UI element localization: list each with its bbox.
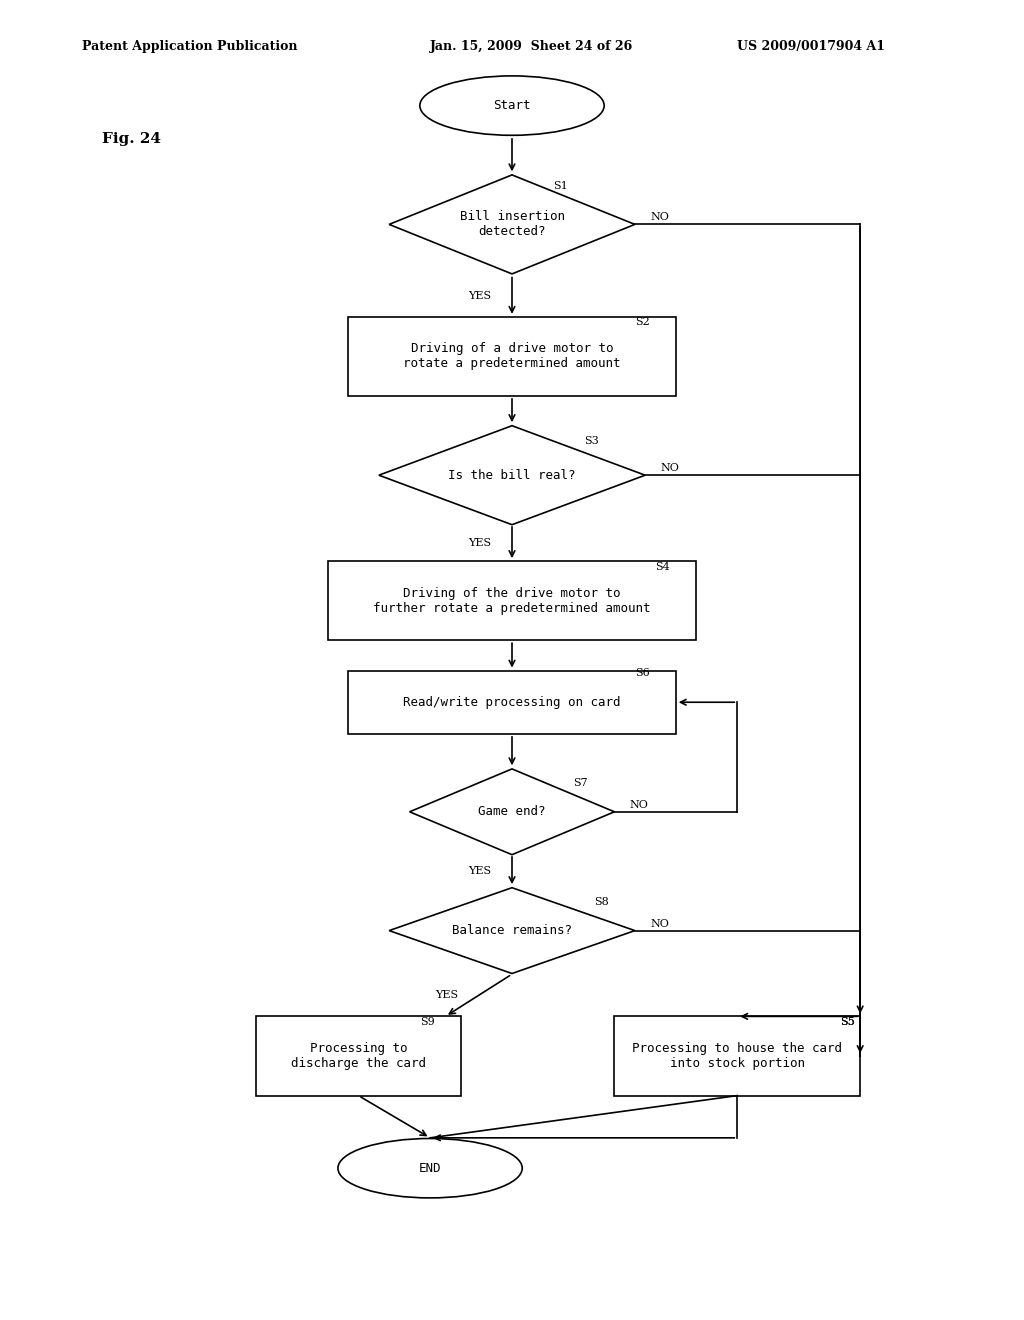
Text: Patent Application Publication: Patent Application Publication [82, 40, 297, 53]
Text: Game end?: Game end? [478, 805, 546, 818]
Text: NO: NO [660, 463, 679, 474]
Text: S1: S1 [553, 181, 567, 191]
Text: Driving of a drive motor to
rotate a predetermined amount: Driving of a drive motor to rotate a pre… [403, 342, 621, 371]
Text: Processing to
discharge the card: Processing to discharge the card [291, 1041, 426, 1071]
Text: Balance remains?: Balance remains? [452, 924, 572, 937]
Text: S8: S8 [594, 896, 608, 907]
Text: NO: NO [630, 800, 648, 810]
Text: YES: YES [435, 990, 459, 1001]
Text: Start: Start [494, 99, 530, 112]
Text: NO: NO [650, 213, 669, 223]
Text: S9: S9 [420, 1016, 434, 1027]
Text: Fig. 24: Fig. 24 [102, 132, 162, 145]
Text: S7: S7 [573, 777, 588, 788]
Text: YES: YES [468, 537, 492, 548]
Text: S6: S6 [635, 668, 649, 678]
Text: Processing to house the card
into stock portion: Processing to house the card into stock … [632, 1041, 843, 1071]
Text: Bill insertion
detected?: Bill insertion detected? [460, 210, 564, 239]
Text: Driving of the drive motor to
further rotate a predetermined amount: Driving of the drive motor to further ro… [374, 586, 650, 615]
Text: S5: S5 [840, 1016, 854, 1027]
Text: Jan. 15, 2009  Sheet 24 of 26: Jan. 15, 2009 Sheet 24 of 26 [430, 40, 633, 53]
Text: Read/write processing on card: Read/write processing on card [403, 696, 621, 709]
Text: S4: S4 [655, 561, 670, 572]
Text: S3: S3 [584, 436, 598, 446]
Text: YES: YES [468, 866, 492, 875]
Text: S5: S5 [840, 1016, 854, 1027]
Text: Is the bill real?: Is the bill real? [449, 469, 575, 482]
Text: YES: YES [468, 290, 492, 301]
Text: US 2009/0017904 A1: US 2009/0017904 A1 [737, 40, 886, 53]
Text: NO: NO [650, 919, 669, 929]
Text: END: END [419, 1162, 441, 1175]
Text: S2: S2 [635, 317, 649, 327]
